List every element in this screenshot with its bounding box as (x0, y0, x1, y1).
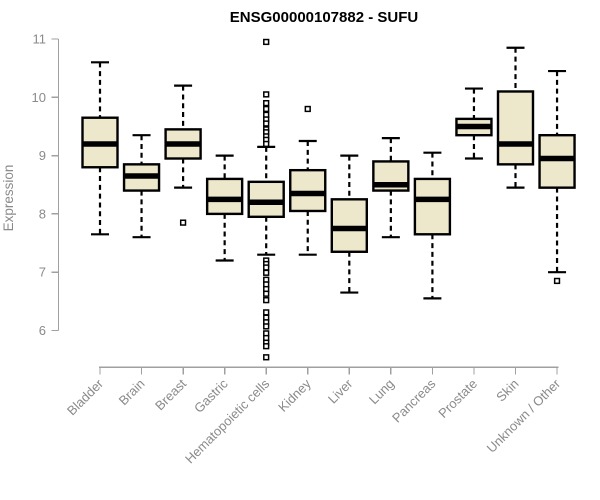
outlier-point (179, 219, 187, 226)
x-tick-label: Breast (152, 376, 189, 413)
iqr-box (538, 133, 576, 189)
box-pancreas (413, 151, 452, 300)
outlier-point (263, 91, 270, 98)
y-tick-label: 6 (39, 323, 46, 338)
box-hematopoietic-cells (247, 38, 285, 361)
iqr-box (205, 177, 244, 216)
y-tick-label: 11 (33, 32, 47, 47)
box-brain (122, 134, 161, 239)
box-skin (496, 46, 535, 189)
iqr-box (330, 198, 368, 253)
y-tick-label: 7 (39, 265, 46, 280)
outlier-point (263, 120, 270, 127)
outlier-point (553, 277, 561, 285)
box-gastric (205, 154, 244, 262)
box-kidney (289, 105, 327, 256)
outlier-point (263, 290, 270, 297)
box-unknown-other (538, 69, 576, 285)
outlier-point (263, 99, 270, 107)
x-tick-label: Prostate (435, 376, 480, 421)
x-tick-label: Pancreas (389, 376, 439, 426)
x-tick-label: Skin (493, 376, 521, 404)
box-lung (372, 137, 410, 239)
box-breast (164, 84, 202, 226)
iqr-box (413, 177, 452, 236)
y-tick-label: 10 (32, 90, 46, 105)
outlier-point (263, 323, 270, 330)
x-tick-label: Brain (116, 376, 148, 408)
outlier-point (304, 105, 311, 113)
iqr-box (289, 168, 327, 213)
box-liver (330, 154, 368, 294)
outlier-point (263, 38, 270, 46)
chart-title: ENSG00000107882 - SUFU (230, 9, 418, 26)
y-axis-title: Expression (1, 165, 16, 232)
outlier-point (263, 264, 270, 271)
x-tick-label: Lung (366, 376, 397, 407)
outlier-point (263, 309, 270, 316)
y-tick-label: 9 (39, 148, 46, 163)
x-tick-label: Bladder (64, 376, 107, 419)
x-tick-label: Gastric (191, 376, 231, 416)
iqr-box (247, 180, 285, 219)
y-tick-label: 8 (39, 206, 46, 221)
box-prostate (455, 87, 493, 160)
x-tick-label: Unknown / Other (484, 376, 564, 456)
outlier-point (263, 354, 270, 361)
x-tick-label: Liver (325, 376, 356, 407)
box-bladder (81, 61, 119, 236)
iqr-box (496, 90, 535, 166)
outlier-point (263, 297, 270, 304)
axes: 11 10 9 8 7 6 (32, 32, 559, 375)
outlier-point (263, 140, 270, 148)
boxes (81, 38, 576, 361)
x-tick-label: Kidney (275, 376, 314, 415)
outlier-point (263, 343, 270, 350)
outlier-point (263, 269, 270, 276)
outlier-point (263, 105, 270, 113)
